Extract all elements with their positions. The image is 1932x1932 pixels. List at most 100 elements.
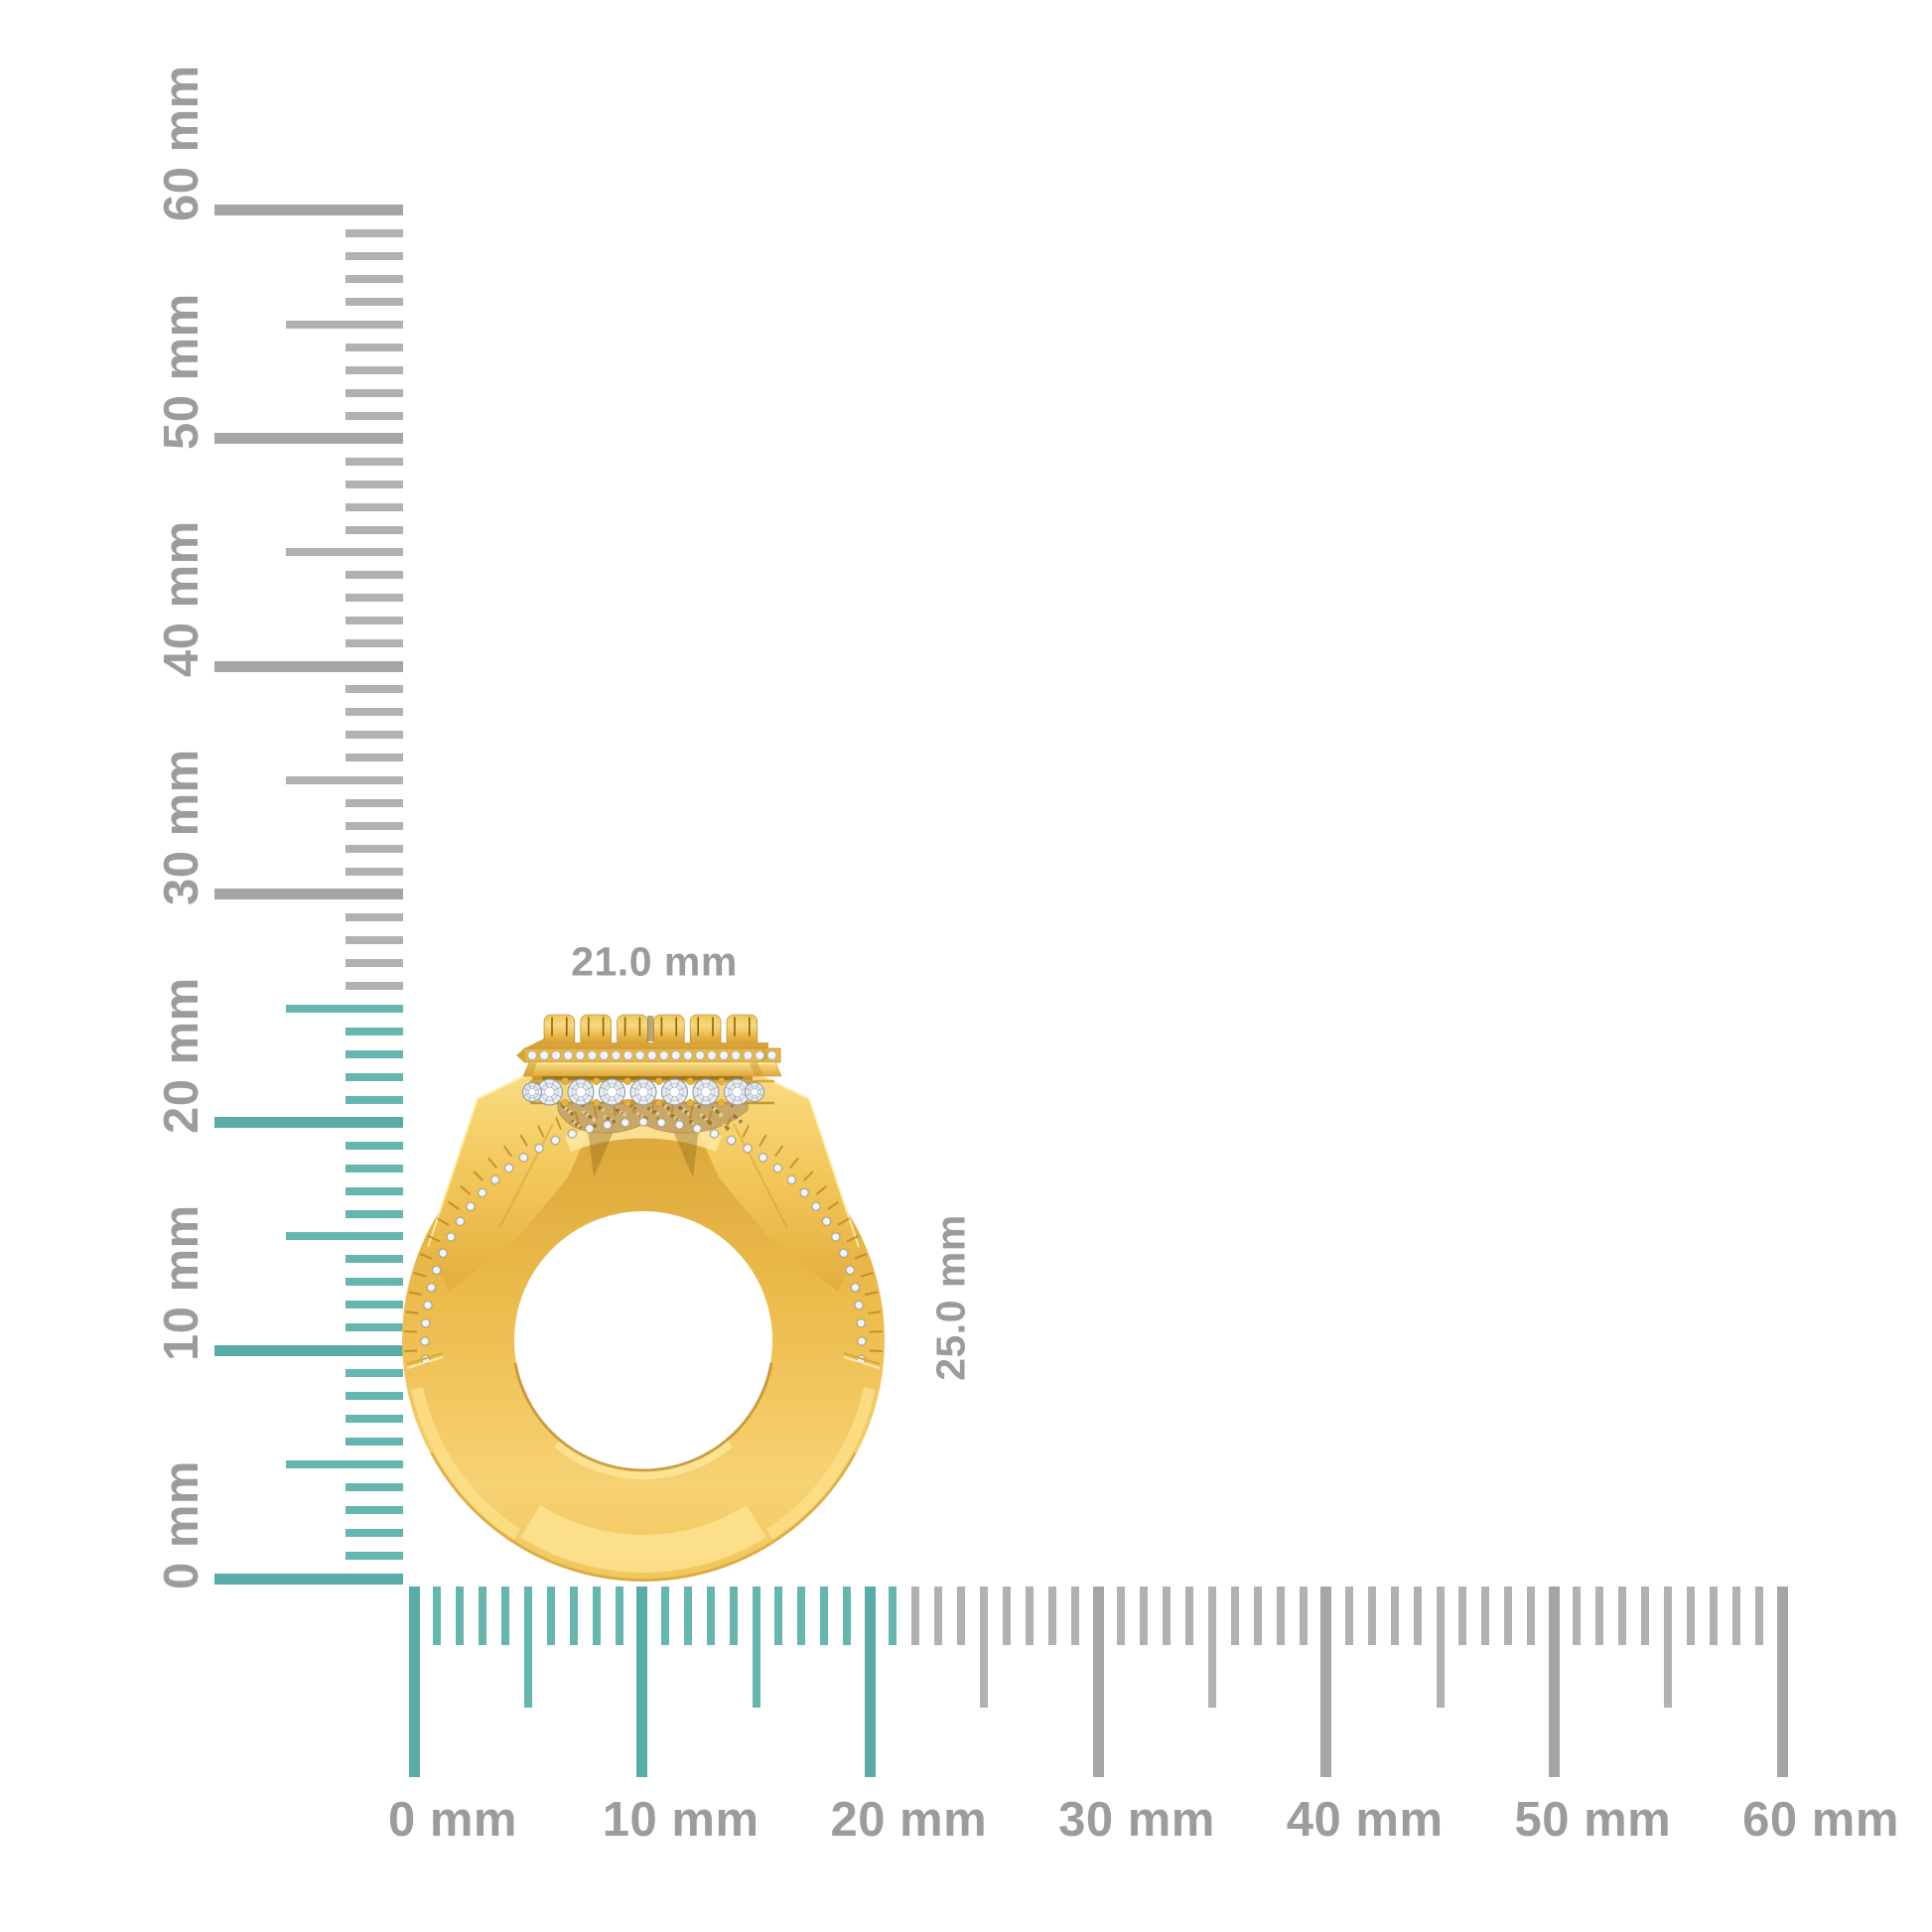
h-ruler-tick-44mm xyxy=(1413,1587,1422,1645)
gold-diamond-ring xyxy=(401,1014,885,1583)
v-ruler-tick-58mm xyxy=(345,251,403,260)
v-ruler-tick-39mm xyxy=(345,685,403,694)
h-ruler-tick-4mm xyxy=(500,1587,509,1645)
v-ruler-label-10mm: 10 mm xyxy=(155,1204,208,1362)
v-ruler-tick-3mm xyxy=(345,1506,403,1515)
h-ruler-tick-38mm xyxy=(1276,1587,1285,1645)
h-ruler-tick-32mm xyxy=(1139,1587,1148,1645)
h-ruler-tick-22mm xyxy=(911,1587,920,1645)
h-ruler-label-0mm: 0 mm xyxy=(387,1793,518,1847)
v-ruler-tick-7mm xyxy=(345,1415,403,1424)
v-ruler-tick-13mm xyxy=(345,1278,403,1287)
v-ruler-tick-17mm xyxy=(345,1186,403,1195)
crown-prongs xyxy=(524,1014,768,1051)
h-ruler-label-30mm: 30 mm xyxy=(1058,1793,1215,1847)
v-ruler-tick-54mm xyxy=(345,343,403,351)
v-ruler-tick-52mm xyxy=(345,388,403,397)
h-ruler-tick-25mm xyxy=(980,1587,989,1708)
h-ruler-tick-55mm xyxy=(1664,1587,1673,1708)
ring-head xyxy=(516,1014,782,1107)
v-ruler-tick-11mm xyxy=(345,1323,403,1332)
v-ruler-tick-51mm xyxy=(345,411,403,420)
h-ruler-tick-18mm xyxy=(820,1587,829,1645)
h-ruler-label-50mm: 50 mm xyxy=(1514,1793,1672,1847)
h-ruler-tick-40mm xyxy=(1320,1587,1332,1777)
h-ruler-tick-24mm xyxy=(957,1587,966,1645)
v-ruler-tick-27mm xyxy=(345,958,403,967)
v-ruler-tick-8mm xyxy=(345,1392,403,1401)
v-ruler-tick-26mm xyxy=(345,981,403,990)
main-diamond-row xyxy=(521,1077,774,1107)
h-ruler-tick-60mm xyxy=(1776,1587,1788,1777)
v-ruler-tick-48mm xyxy=(345,480,403,488)
v-ruler-tick-10mm xyxy=(214,1344,403,1356)
v-ruler-tick-5mm xyxy=(286,1460,403,1469)
h-ruler-tick-41mm xyxy=(1344,1587,1353,1645)
h-ruler-tick-13mm xyxy=(706,1587,715,1645)
h-ruler-tick-58mm xyxy=(1732,1587,1741,1645)
h-ruler-tick-3mm xyxy=(478,1587,486,1645)
h-ruler-tick-59mm xyxy=(1755,1587,1764,1645)
v-ruler-tick-53mm xyxy=(345,365,403,374)
halo-diamond-row xyxy=(516,1047,781,1063)
h-ruler-tick-26mm xyxy=(1003,1587,1012,1645)
v-ruler-tick-0mm xyxy=(214,1573,403,1585)
h-ruler-tick-11mm xyxy=(660,1587,669,1645)
v-ruler-tick-36mm xyxy=(345,754,403,762)
v-ruler-tick-44mm xyxy=(345,571,403,580)
h-ruler-tick-47mm xyxy=(1481,1587,1490,1645)
h-ruler-tick-48mm xyxy=(1504,1587,1513,1645)
v-ruler-tick-60mm xyxy=(214,205,403,216)
h-ruler-tick-54mm xyxy=(1641,1587,1650,1645)
h-ruler-tick-20mm xyxy=(864,1587,876,1777)
h-ruler-tick-52mm xyxy=(1595,1587,1604,1645)
h-ruler-tick-45mm xyxy=(1436,1587,1445,1708)
h-ruler-tick-19mm xyxy=(843,1587,852,1645)
v-ruler-tick-37mm xyxy=(345,731,403,740)
h-ruler-tick-42mm xyxy=(1367,1587,1376,1645)
h-ruler-tick-56mm xyxy=(1687,1587,1696,1645)
h-ruler-tick-35mm xyxy=(1207,1587,1216,1708)
h-ruler-tick-5mm xyxy=(523,1587,532,1708)
seam-lines xyxy=(406,1351,881,1369)
h-ruler-tick-36mm xyxy=(1230,1587,1239,1645)
v-ruler-label-20mm: 20 mm xyxy=(155,976,208,1134)
h-ruler-tick-12mm xyxy=(683,1587,692,1645)
v-ruler-tick-25mm xyxy=(286,1004,403,1013)
v-ruler-tick-34mm xyxy=(345,799,403,808)
v-ruler-tick-56mm xyxy=(345,297,403,306)
h-ruler-tick-39mm xyxy=(1299,1587,1308,1645)
h-ruler-tick-37mm xyxy=(1253,1587,1262,1645)
h-ruler-tick-50mm xyxy=(1548,1587,1560,1777)
h-ruler-tick-27mm xyxy=(1026,1587,1035,1645)
v-ruler-tick-16mm xyxy=(345,1209,403,1218)
h-ruler-tick-51mm xyxy=(1573,1587,1582,1645)
h-ruler-tick-17mm xyxy=(797,1587,806,1645)
v-ruler-tick-9mm xyxy=(345,1369,403,1378)
h-ruler-tick-9mm xyxy=(615,1587,623,1645)
v-ruler-tick-31mm xyxy=(345,868,403,877)
h-ruler-tick-29mm xyxy=(1071,1587,1080,1645)
h-ruler-label-10mm: 10 mm xyxy=(602,1793,759,1847)
v-ruler-tick-40mm xyxy=(214,660,403,672)
v-ruler-tick-32mm xyxy=(345,845,403,854)
v-ruler-tick-57mm xyxy=(345,274,403,283)
v-ruler-tick-59mm xyxy=(345,228,403,237)
v-ruler-tick-33mm xyxy=(345,822,403,831)
h-ruler-label-60mm: 60 mm xyxy=(1742,1793,1899,1847)
h-ruler-tick-57mm xyxy=(1710,1587,1719,1645)
v-ruler-tick-22mm xyxy=(345,1072,403,1081)
v-ruler-tick-35mm xyxy=(286,776,403,785)
v-ruler-tick-46mm xyxy=(345,525,403,534)
v-ruler-tick-45mm xyxy=(286,548,403,557)
h-ruler-tick-30mm xyxy=(1092,1587,1104,1777)
height-dimension-label: 25.0 mm xyxy=(927,1214,974,1381)
h-ruler-label-40mm: 40 mm xyxy=(1286,1793,1444,1847)
v-ruler-tick-47mm xyxy=(345,502,403,511)
v-ruler-tick-4mm xyxy=(345,1483,403,1492)
v-ruler-tick-19mm xyxy=(345,1141,403,1150)
v-ruler-tick-29mm xyxy=(345,912,403,921)
h-ruler-tick-6mm xyxy=(546,1587,555,1645)
v-ruler-tick-6mm xyxy=(345,1438,403,1447)
